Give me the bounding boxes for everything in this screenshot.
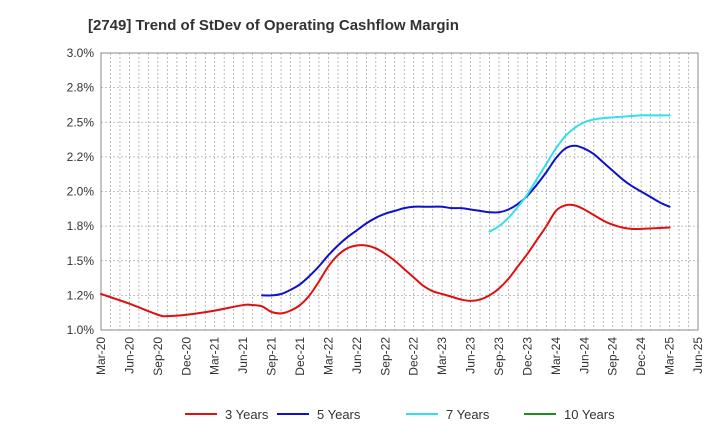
y-tick-label: 1.2%	[67, 288, 95, 302]
x-tick-label: Sep-24	[606, 337, 620, 376]
series-line-1	[261, 144, 671, 297]
x-tick-label: Sep-23	[492, 337, 506, 376]
y-tick-label: 3.0%	[67, 46, 95, 60]
chart-title: [2749] Trend of StDev of Operating Cashf…	[88, 17, 459, 34]
x-tick-label: Sep-22	[378, 337, 392, 376]
x-tick-label: Dec-21	[293, 337, 307, 376]
x-tick-label: Jun-24	[577, 337, 591, 374]
y-tick-label: 1.8%	[67, 219, 95, 233]
x-tick-label: Jun-21	[236, 337, 250, 374]
x-tick-label: Jun-20	[122, 337, 136, 374]
series-line-0	[100, 203, 671, 318]
plot-border	[100, 52, 699, 331]
legend-label: 3 Years	[225, 407, 269, 422]
x-tick-label: Jun-25	[691, 337, 705, 374]
legend: 3 Years 5 Years 7 Years 10 Years	[185, 407, 615, 422]
y-tick-label: 1.5%	[67, 254, 95, 268]
x-tick-label: Sep-20	[151, 337, 165, 376]
x-tick-label: Jun-23	[464, 337, 478, 374]
x-tick-label: Dec-24	[634, 337, 648, 376]
x-tick-label: Dec-23	[520, 337, 534, 376]
x-tick-label: Mar-25	[663, 337, 677, 375]
x-tick-label: Jun-22	[350, 337, 364, 374]
y-tick-label: 2.8%	[67, 81, 95, 95]
legend-label: 7 Years	[446, 407, 490, 422]
x-tick-label: Mar-23	[435, 337, 449, 375]
y-tick-label: 1.0%	[67, 323, 95, 337]
y-axis-ticks: 1.0% 1.2% 1.5% 1.8% 2.0% 2.2% 2.5% 2.8% 3.0%	[67, 46, 95, 337]
y-tick-label: 2.0%	[67, 185, 95, 199]
x-tick-label: Dec-20	[179, 337, 193, 376]
x-axis-ticks: Mar-20 Jun-20 Sep-20 Dec-20 Mar-21 Jun-21 Sep-…	[94, 337, 705, 376]
x-tick-label: Dec-22	[407, 337, 421, 376]
x-tick-label: Mar-22	[321, 337, 335, 375]
x-tick-label: Mar-20	[94, 337, 108, 375]
y-tick-label: 2.2%	[67, 150, 95, 164]
y-tick-label: 2.5%	[67, 115, 95, 129]
legend-label: 10 Years	[564, 407, 615, 422]
x-tick-label: Mar-24	[549, 337, 563, 375]
x-tick-label: Sep-21	[265, 337, 279, 376]
series-lines	[100, 114, 671, 318]
x-tick-label: Mar-21	[208, 337, 222, 375]
series-line-2	[488, 114, 671, 233]
legend-label: 5 Years	[317, 407, 361, 422]
